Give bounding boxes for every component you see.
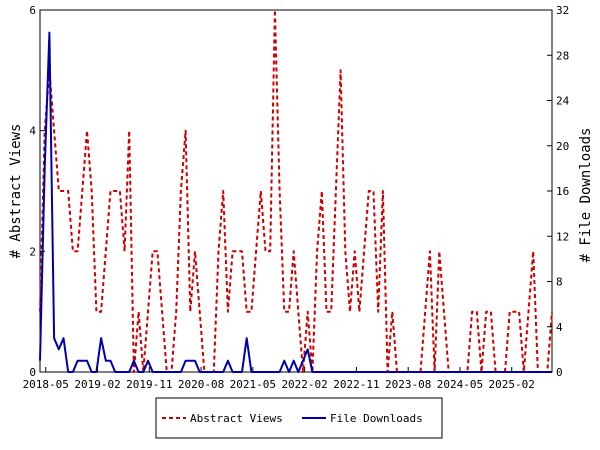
y-right-tick-label-6: 24	[556, 95, 570, 108]
y-right-tick-label-5: 20	[556, 140, 569, 153]
y-right-tick-label-7: 28	[556, 49, 569, 62]
y-right-tick-label-0: 0	[556, 366, 563, 379]
x-tick-label-9: 2025-02	[489, 378, 535, 391]
y-axis-right-title: # File Downloads	[578, 128, 594, 263]
legend: Abstract Views File Downloads	[155, 397, 443, 439]
x-tick-label-4: 2021-05	[230, 378, 276, 391]
y-right-tick-label-2: 8	[556, 276, 563, 289]
legend-label-abstract-views: Abstract Views	[190, 412, 283, 425]
y-axis-left-title: # Abstract Views	[8, 124, 24, 259]
series-line-abstract-views	[39, 9, 553, 373]
x-tick-label-3: 2020-08	[178, 378, 224, 391]
y-left-tick-label-2: 4	[29, 125, 36, 138]
x-tick-label-1: 2019-02	[74, 378, 120, 391]
series-line-file-downloads	[39, 31, 552, 373]
y-right-tick-label-3: 12	[556, 230, 569, 243]
x-tick-label-7: 2023-08	[385, 378, 431, 391]
y-left-tick-label-0: 0	[29, 366, 36, 379]
series-layer	[39, 9, 553, 373]
legend-label-file-downloads: File Downloads	[330, 412, 423, 425]
x-tick-label-2: 2019-11	[126, 378, 172, 391]
x-tick-label-6: 2022-11	[333, 378, 379, 391]
legend-box	[155, 397, 443, 439]
y-right-tick-label-8: 32	[556, 4, 569, 17]
plot-area	[39, 9, 553, 373]
y-left-tick-label-1: 2	[29, 245, 36, 258]
y-left-tick-label-3: 6	[29, 4, 36, 17]
y-right-tick-label-1: 4	[556, 321, 563, 334]
x-tick-label-5: 2022-02	[281, 378, 327, 391]
y-right-tick-label-4: 16	[556, 185, 569, 198]
x-tick-label-8: 2024-05	[437, 378, 483, 391]
x-tick-label-0: 2018-05	[23, 378, 69, 391]
